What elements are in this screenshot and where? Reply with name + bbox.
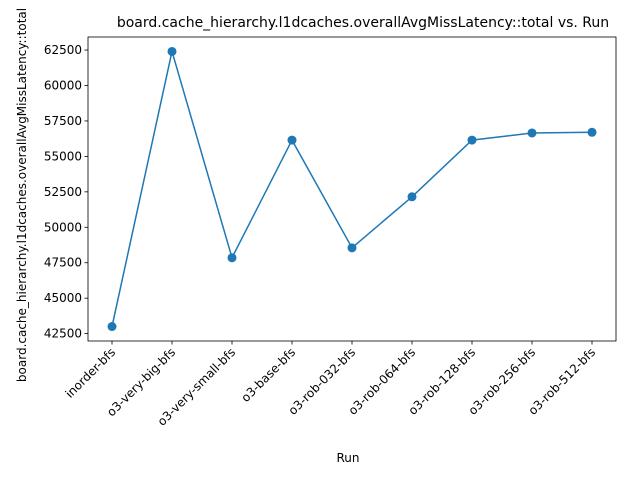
data-point <box>167 46 177 56</box>
data-point <box>227 253 237 263</box>
data-point <box>587 127 597 137</box>
data-point <box>467 135 477 145</box>
y-tick-label: 55000 <box>44 149 82 163</box>
x-axis-label: Run <box>336 451 359 465</box>
y-axis-ticks: 42500 45000 47500 50000 52500 55000 57500 60000… <box>44 43 88 341</box>
x-tick-label: o3-base-bfs <box>238 345 298 405</box>
x-tick-label: inorder-bfs <box>63 345 119 401</box>
data-point <box>347 243 357 253</box>
series-line <box>111 51 593 327</box>
x-axis-ticks: inorder-bfso3-very-big-bfso3-very-small-… <box>63 341 598 429</box>
data-point <box>407 192 417 202</box>
y-tick-label: 62500 <box>44 43 82 57</box>
data-point <box>287 135 297 145</box>
y-axis-label: board.cache_hierarchy.l1dcaches.overallA… <box>15 8 29 382</box>
axes-frame <box>87 36 617 342</box>
data-point <box>107 322 117 332</box>
y-tick-label: 42500 <box>44 327 82 341</box>
y-tick-label: 60000 <box>44 78 82 92</box>
y-tick-label: 50000 <box>44 220 82 234</box>
y-tick-label: 45000 <box>44 291 82 305</box>
plot-frame <box>87 36 617 342</box>
y-tick-label: 47500 <box>44 256 82 270</box>
data-point <box>527 128 537 138</box>
y-tick-label: 57500 <box>44 114 82 128</box>
chart-title: board.cache_hierarchy.l1dcaches.overallA… <box>117 15 609 31</box>
series-layer <box>107 46 597 332</box>
y-tick-label: 52500 <box>44 185 82 199</box>
